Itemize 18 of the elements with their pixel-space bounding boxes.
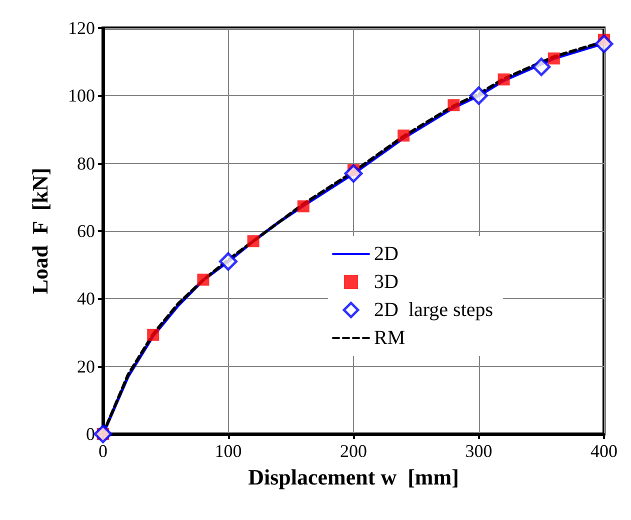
y-tick-label: 100 [68, 86, 95, 106]
x-axis-title: Displacement w [mm] [248, 464, 459, 490]
x-tick-label: 100 [214, 441, 242, 461]
x-tick-label: 300 [465, 441, 492, 461]
legend-label: 3D [374, 271, 398, 293]
y-axis-title: Load F [kN] [28, 168, 52, 294]
y-tick-label: 120 [68, 18, 95, 38]
y-tick-label: 40 [77, 288, 95, 309]
legend-label: 2D large steps [374, 299, 494, 321]
y-tick-label: 60 [77, 221, 95, 241]
legend-label: 2D [374, 243, 398, 265]
y-tick-label: 20 [77, 356, 95, 376]
x-tick-label: 0 [98, 441, 108, 461]
x-tick-label: 400 [590, 441, 618, 461]
x-tick-label: 200 [340, 441, 367, 461]
legend-label: RM [374, 327, 406, 349]
y-tick-label: 0 [86, 424, 95, 444]
y-tick-label: 80 [77, 153, 95, 174]
